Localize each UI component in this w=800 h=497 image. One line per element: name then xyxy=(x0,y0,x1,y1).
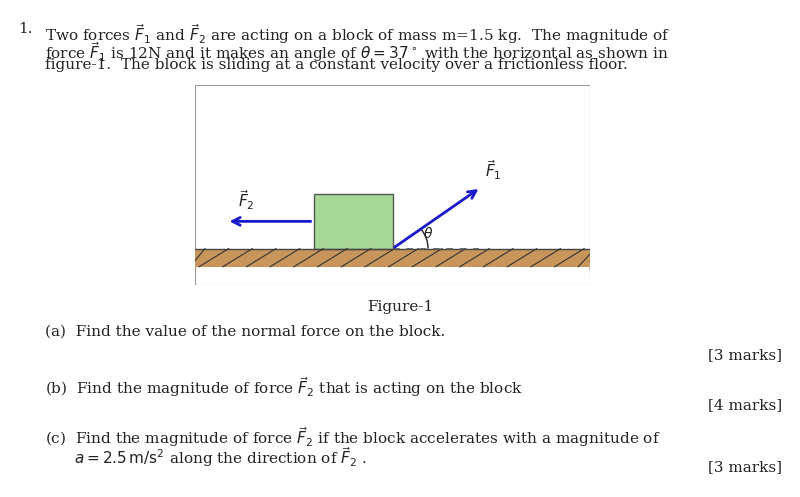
Bar xyxy=(195,248,590,267)
Text: $\vec{F}_1$: $\vec{F}_1$ xyxy=(485,158,502,182)
Text: figure-1.  The block is sliding at a constant velocity over a frictionless floor: figure-1. The block is sliding at a cons… xyxy=(45,58,628,72)
Text: (a)  Find the value of the normal force on the block.: (a) Find the value of the normal force o… xyxy=(45,325,446,339)
Text: $\theta$: $\theta$ xyxy=(422,226,433,241)
Text: (b)  Find the magnitude of force $\vec{F}_2$ that is acting on the block: (b) Find the magnitude of force $\vec{F}… xyxy=(45,375,523,399)
Text: $a = 2.5\,\mathrm{m/s^2}$ along the direction of $\vec{F}_2$ .: $a = 2.5\,\mathrm{m/s^2}$ along the dire… xyxy=(45,445,367,469)
Text: force $\vec{F}_1$ is 12N and it makes an angle of $\theta = 37^\circ$ with the h: force $\vec{F}_1$ is 12N and it makes an… xyxy=(45,40,669,64)
Text: 1.: 1. xyxy=(18,22,33,36)
Text: [4 marks]: [4 marks] xyxy=(708,398,782,412)
Text: [3 marks]: [3 marks] xyxy=(708,460,782,474)
Text: Two forces $\vec{F}_1$ and $\vec{F}_2$ are acting on a block of mass m=1.5 kg.  : Two forces $\vec{F}_1$ and $\vec{F}_2$ a… xyxy=(45,22,670,46)
Text: Figure-1: Figure-1 xyxy=(367,300,433,314)
Text: [3 marks]: [3 marks] xyxy=(708,348,782,362)
Text: (c)  Find the magnitude of force $\vec{F}_2$ if the block accelerates with a mag: (c) Find the magnitude of force $\vec{F}… xyxy=(45,425,661,449)
Text: $\vec{F}_2$: $\vec{F}_2$ xyxy=(238,189,254,212)
Bar xyxy=(314,194,393,248)
